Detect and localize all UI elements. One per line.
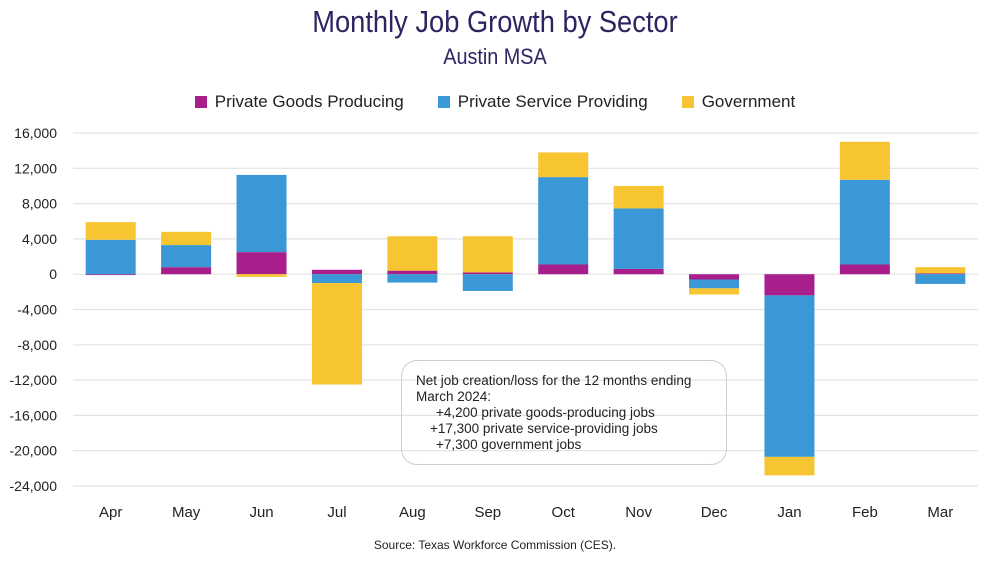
bar-segment — [689, 274, 740, 280]
bar-segment — [689, 288, 740, 295]
y-tick-label: 4,000 — [22, 231, 57, 247]
bar-segment — [387, 274, 438, 283]
bar-segment — [85, 222, 136, 240]
x-tick-label: Aug — [399, 504, 426, 521]
y-tick-label: -8,000 — [17, 337, 57, 353]
bar-segment — [387, 236, 438, 271]
annotation-box: Net job creation/loss for the 12 months … — [401, 360, 727, 465]
bar-segment — [915, 267, 966, 274]
y-tick-label: 0 — [49, 266, 57, 282]
legend-item-service: Private Service Providing — [437, 92, 648, 112]
x-tick-label: May — [172, 504, 201, 521]
x-tick-label: Dec — [701, 504, 728, 521]
bar-segment — [613, 185, 664, 209]
bar-segment — [311, 283, 362, 385]
source-note: Source: Texas Workforce Commission (CES)… — [373, 538, 617, 552]
legend-item-government: Government — [681, 92, 796, 112]
bar-segment — [613, 268, 664, 275]
legend: Private Goods Producing Private Service … — [0, 92, 990, 112]
bar-segment — [161, 267, 212, 275]
bar-segment — [462, 272, 513, 275]
bar-segment — [161, 231, 212, 246]
x-tick-label: Oct — [552, 504, 576, 521]
bar-segment — [839, 179, 890, 265]
bar-segment — [915, 274, 966, 284]
legend-item-goods: Private Goods Producing — [194, 92, 404, 112]
bar-segment — [764, 274, 815, 296]
bar-segment — [462, 274, 513, 291]
y-tick-label: -20,000 — [10, 443, 58, 459]
legend-label: Private Service Providing — [457, 92, 648, 111]
annotation-line: March 2024: — [416, 389, 492, 404]
annotation-line: +7,300 government jobs — [436, 437, 582, 452]
x-tick-label: Feb — [852, 504, 878, 521]
bar-segment — [538, 152, 589, 178]
bar-segment — [85, 274, 136, 276]
y-tick-label: -24,000 — [10, 478, 58, 494]
x-tick-label: Nov — [625, 504, 652, 521]
y-tick-label: 8,000 — [22, 196, 57, 212]
x-tick-label: Sep — [474, 504, 501, 521]
bar-segment — [236, 252, 287, 275]
bar-segment — [764, 295, 815, 457]
chart-subtitle: Austin MSA — [443, 44, 547, 69]
bar-segment — [613, 208, 664, 269]
x-tick-label: Apr — [99, 504, 122, 521]
chart-title: Monthly Job Growth by Sector — [312, 4, 678, 39]
bar-segment — [85, 239, 136, 275]
bar-segment — [538, 177, 589, 265]
bar-segment — [915, 273, 966, 275]
bar-segment — [236, 174, 287, 253]
legend-swatch — [437, 96, 450, 108]
x-tick-label: Jul — [327, 504, 346, 521]
bar-segment — [161, 245, 212, 268]
bar-segment — [311, 274, 362, 284]
y-tick-label: -16,000 — [10, 407, 58, 423]
bar-segment — [387, 270, 438, 275]
bar-segment — [311, 269, 362, 275]
bar-segment — [689, 279, 740, 289]
x-tick-label: Mar — [927, 504, 953, 521]
legend-swatch — [194, 96, 207, 108]
x-tick-label: Jun — [249, 504, 273, 521]
bar-segment — [538, 264, 589, 275]
y-tick-label: 12,000 — [14, 160, 57, 176]
bar-segment — [839, 141, 890, 180]
x-tick-label: Jan — [777, 504, 801, 521]
bar-segment — [236, 274, 287, 277]
annotation-line: Net job creation/loss for the 12 months … — [416, 373, 692, 388]
y-tick-label: 16,000 — [14, 125, 57, 141]
annotation-line: +17,300 private service-providing jobs — [430, 421, 658, 436]
y-tick-label: -4,000 — [17, 302, 57, 318]
legend-swatch — [681, 96, 694, 108]
bar-segment — [462, 236, 513, 273]
bar-segment — [839, 264, 890, 275]
legend-label: Government — [701, 92, 796, 111]
y-tick-label: -12,000 — [10, 372, 58, 388]
legend-label: Private Goods Producing — [214, 92, 404, 111]
annotation-line: +4,200 private goods-producing jobs — [436, 405, 655, 420]
bar-segment — [764, 456, 815, 476]
